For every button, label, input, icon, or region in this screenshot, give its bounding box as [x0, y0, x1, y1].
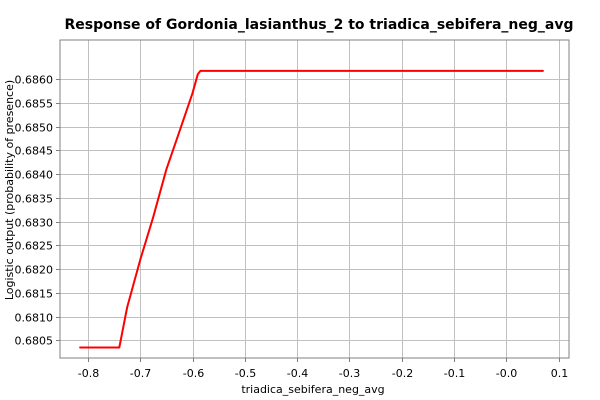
tick-layer: -0.8 -0.7 -0.6 -0.5 -0.4 -0.3 -0.2 -0.1 -0.0 0.1 0… — [15, 74, 569, 381]
y-tick-label: 0.6820 — [15, 264, 54, 277]
x-tick-label: -0.3 — [339, 367, 360, 380]
series-layer — [79, 69, 544, 349]
x-tick-label: -0.0 — [496, 367, 517, 380]
x-tick-label: 0.1 — [551, 367, 569, 380]
x-tick-label: -0.1 — [444, 367, 465, 380]
x-tick-label: -0.4 — [287, 367, 308, 380]
y-tick-label: 0.6835 — [15, 193, 54, 206]
chart-title: Response of Gordonia_lasianthus_2 to tri… — [65, 17, 574, 33]
y-tick-label: 0.6840 — [15, 169, 54, 182]
y-tick-label: 0.6825 — [15, 240, 54, 253]
y-tick-label: 0.6805 — [15, 335, 54, 348]
response-curve-line — [79, 69, 544, 349]
y-tick-label: 0.6845 — [15, 145, 54, 158]
y-tick-label: 0.6815 — [15, 288, 54, 301]
y-tick-label: 0.6810 — [15, 312, 54, 325]
x-tick-label: -0.6 — [183, 367, 204, 380]
x-tick-label: -0.7 — [130, 367, 151, 380]
y-tick-label: 0.6830 — [15, 217, 54, 230]
grid-layer — [60, 40, 569, 358]
y-tick-label: 0.6850 — [15, 122, 54, 135]
x-tick-label: -0.8 — [78, 367, 99, 380]
x-axis-label: triadica_sebifera_neg_avg — [241, 383, 384, 396]
y-tick-label: 0.6860 — [15, 74, 54, 87]
x-tick-label: -0.5 — [235, 367, 256, 380]
y-axis-label: Logistic output (probability of presence… — [3, 80, 16, 300]
x-tick-label: -0.2 — [392, 367, 413, 380]
y-tick-label: 0.6855 — [15, 98, 54, 111]
